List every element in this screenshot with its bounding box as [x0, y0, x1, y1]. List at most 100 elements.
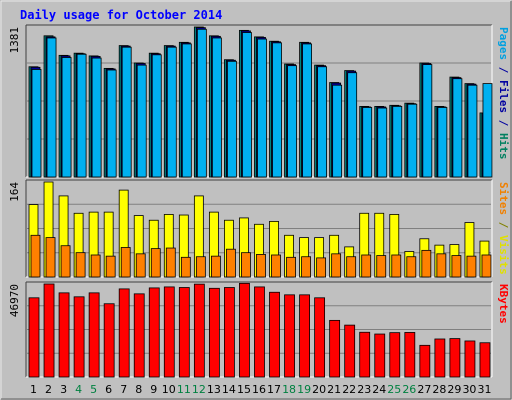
bar-sites — [451, 255, 462, 278]
bar-pages — [347, 72, 358, 178]
x-tick-label: 17 — [267, 383, 281, 396]
x-tick-label: 30 — [462, 383, 476, 396]
bar-pages — [437, 107, 448, 178]
x-tick-label: 2 — [45, 383, 52, 396]
bar-pages — [362, 107, 373, 178]
bar-sites — [256, 254, 266, 278]
bar-pages — [392, 105, 403, 178]
x-tick-label: 24 — [372, 383, 386, 396]
bar-sites — [421, 249, 432, 278]
bar-sites — [210, 255, 221, 278]
bar-sites — [120, 247, 131, 278]
series-label: Hits — [497, 133, 510, 160]
x-tick-label: 10 — [162, 383, 176, 396]
bar-sites — [30, 234, 41, 278]
bar-pages — [422, 64, 433, 178]
x-tick-label: 13 — [207, 383, 221, 396]
series-label: Pages — [497, 27, 510, 60]
bar-pages — [272, 42, 282, 178]
bar-pages — [181, 43, 192, 178]
bar-sites — [150, 248, 161, 278]
series-label: KBytes — [497, 284, 510, 324]
bar-sites — [195, 256, 206, 278]
x-tick-label: 1 — [30, 383, 37, 396]
bar-pages — [121, 46, 132, 178]
bar-sites — [75, 252, 86, 278]
bar-sites — [165, 247, 176, 278]
bar-kbytes — [73, 296, 85, 378]
series-label: Visits — [497, 235, 510, 275]
bar-kbytes — [28, 297, 40, 378]
bar-sites — [376, 255, 387, 278]
x-axis-day-labels: 1 2 3 4 5 6 7 8 9 10 11 12 13 14 15 16 17 18 19 20 21 22 23 24 2… — [30, 383, 491, 396]
bar-kbytes — [208, 287, 220, 378]
x-tick-label: 27 — [417, 383, 431, 396]
y-axis-max-label: 1381 — [8, 27, 21, 54]
bar-kbytes — [299, 294, 310, 378]
bar-sites — [301, 256, 311, 278]
series-label: / — [497, 215, 510, 235]
bar-sites — [331, 253, 342, 278]
bar-sites — [406, 256, 417, 278]
series-label: / — [497, 60, 510, 80]
x-tick-label: 7 — [120, 383, 127, 396]
bar-pages — [317, 66, 328, 178]
x-tick-label: 9 — [150, 383, 157, 396]
panel-series-labels: Sites / Visits — [497, 182, 510, 275]
y-axis-max-label: 46970 — [8, 284, 21, 317]
bar-pages — [136, 64, 147, 178]
bar-pages — [166, 46, 177, 178]
bar-sites — [135, 253, 146, 278]
bar-pages — [91, 57, 102, 178]
x-tick-label: 20 — [312, 383, 326, 396]
bar-pages — [302, 43, 312, 178]
bar-sites — [466, 255, 477, 278]
x-tick-label: 29 — [447, 383, 461, 396]
bar-pages — [46, 37, 57, 178]
bar-pages — [482, 83, 493, 178]
x-tick-label: 16 — [252, 383, 266, 396]
x-tick-label: 23 — [357, 383, 371, 396]
bar-pages — [76, 53, 87, 178]
chart-title: Daily usage for October 2014 — [20, 8, 222, 22]
bar-pages — [257, 38, 267, 178]
bar-pages — [151, 54, 162, 178]
bar-kbytes — [148, 287, 160, 378]
x-tick-label: 5 — [90, 383, 97, 396]
x-tick-label: 15 — [237, 383, 251, 396]
bar-kbytes — [133, 293, 145, 378]
bar-pages — [452, 78, 463, 178]
bar-kbytes — [284, 294, 295, 378]
panel-series-labels: Pages / Files / Hits — [497, 27, 510, 160]
bar-pages — [287, 65, 297, 178]
bar-kbytes — [103, 303, 115, 378]
series-label: / — [497, 113, 510, 133]
x-tick-label: 31 — [477, 383, 491, 396]
bar-kbytes — [269, 291, 280, 378]
bar-kbytes — [239, 282, 250, 378]
bar-pages — [407, 103, 418, 178]
bar-sites — [481, 254, 492, 278]
series-label: Files — [497, 80, 510, 113]
bar-kbytes — [404, 332, 416, 378]
bar-kbytes — [163, 286, 175, 378]
x-tick-label: 6 — [105, 383, 112, 396]
bar-kbytes — [419, 344, 431, 378]
bar-pages — [467, 84, 478, 178]
bar-pages — [196, 28, 207, 178]
chart-panels: 1381 Pages / Files / Hits 164 Sites / Visit… — [8, 24, 510, 378]
bar-sites — [286, 256, 296, 278]
bar-kbytes — [359, 331, 371, 378]
bar-kbytes — [374, 333, 386, 378]
x-tick-label: 22 — [342, 383, 356, 396]
bar-kbytes — [434, 338, 446, 378]
panel-kbytes: 46970 KBytes — [8, 281, 510, 378]
x-tick-label: 18 — [282, 383, 296, 396]
bar-sites — [241, 252, 251, 278]
x-tick-label: 3 — [60, 383, 67, 396]
bar-pages — [377, 107, 388, 178]
bar-kbytes — [43, 283, 55, 378]
x-tick-label: 25 — [387, 383, 401, 396]
bar-sites — [346, 256, 357, 278]
bar-sites — [316, 257, 327, 278]
